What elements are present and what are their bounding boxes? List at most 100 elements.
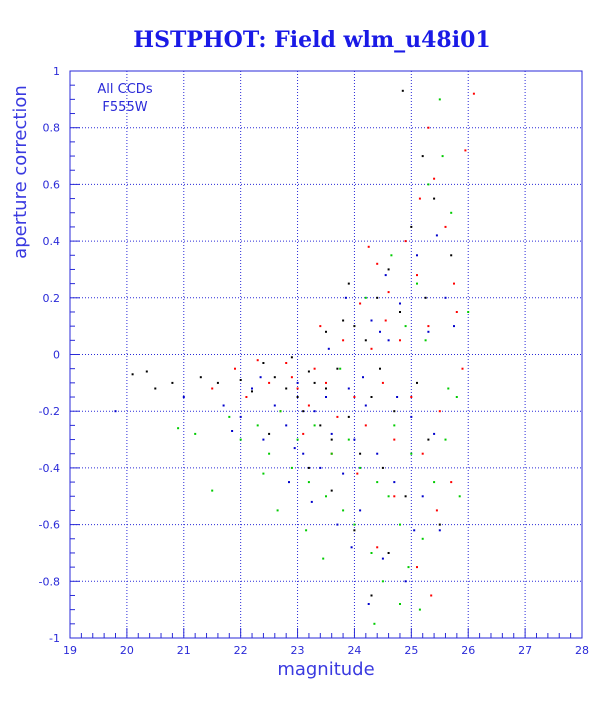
data-point — [288, 481, 290, 484]
data-point — [427, 183, 430, 186]
data-point — [381, 580, 384, 583]
x-tick-label: 22 — [234, 644, 248, 657]
x-tick-label: 25 — [404, 644, 418, 657]
data-point — [256, 359, 259, 362]
data-point — [367, 245, 370, 248]
data-point — [211, 387, 214, 390]
data-point — [387, 339, 390, 342]
data-point — [387, 552, 390, 554]
data-point — [390, 254, 393, 257]
data-point — [251, 390, 253, 393]
chart-title: HSTPHOT: Field wlm_u48i01 — [133, 27, 490, 53]
data-point — [467, 311, 470, 313]
data-point — [450, 481, 453, 484]
data-point — [342, 319, 345, 322]
data-point — [325, 330, 327, 333]
data-point — [234, 367, 236, 370]
data-point — [410, 415, 413, 418]
data-point — [347, 415, 350, 418]
y-tick-label: -0.6 — [39, 519, 60, 532]
data-point — [370, 319, 373, 322]
data-point — [433, 481, 436, 484]
data-point — [211, 489, 214, 492]
data-point — [399, 523, 401, 526]
data-point — [268, 432, 271, 435]
data-point — [296, 396, 299, 398]
data-point — [279, 410, 282, 413]
data-point — [461, 367, 464, 370]
data-point — [387, 495, 390, 498]
data-point — [285, 424, 288, 427]
data-point — [458, 495, 461, 498]
data-point — [239, 415, 242, 418]
data-point — [404, 240, 407, 243]
data-point — [330, 489, 333, 492]
data-point — [194, 432, 197, 435]
data-point — [290, 376, 293, 379]
data-point — [342, 509, 345, 512]
data-point — [421, 155, 424, 158]
data-point — [325, 396, 327, 398]
data-point — [379, 330, 381, 333]
x-tick-label: 20 — [120, 644, 134, 657]
data-point — [305, 529, 308, 532]
data-point — [407, 566, 410, 569]
data-point — [410, 396, 413, 398]
data-point — [290, 466, 293, 469]
data-point — [245, 396, 248, 398]
data-point — [319, 424, 322, 427]
data-point — [444, 225, 447, 228]
data-point — [262, 438, 265, 441]
data-point — [359, 509, 362, 512]
y-tick-label: 0.8 — [43, 122, 61, 135]
data-point — [313, 381, 316, 384]
data-point — [376, 452, 379, 455]
data-point — [393, 481, 396, 484]
data-point — [381, 381, 384, 384]
x-tick-label: 27 — [518, 644, 532, 657]
x-tick-label: 26 — [461, 644, 475, 657]
y-axis-label: aperture correction — [10, 85, 31, 259]
data-point — [387, 291, 390, 294]
data-point — [472, 92, 475, 95]
data-point — [228, 415, 231, 418]
data-point — [353, 438, 356, 441]
x-axis-label: magnitude — [277, 659, 374, 680]
data-point — [464, 149, 467, 152]
data-point — [399, 302, 401, 305]
data-point — [347, 387, 350, 390]
data-point — [307, 370, 310, 373]
data-point — [325, 387, 327, 390]
data-point — [302, 410, 305, 413]
data-point — [399, 339, 401, 342]
data-point — [424, 339, 427, 342]
x-tick-label: 19 — [63, 644, 77, 657]
data-point — [435, 234, 438, 237]
x-tick-labels: 19 20 21 22 23 24 25 26 27 28 — [63, 644, 589, 657]
data-point — [384, 274, 387, 277]
y-tick-label: 0 — [53, 349, 60, 362]
data-point — [416, 254, 418, 257]
data-point — [450, 254, 453, 257]
data-point — [325, 495, 327, 498]
data-point — [239, 379, 242, 381]
data-point — [296, 381, 299, 384]
y-tick-label: 1 — [53, 65, 60, 78]
data-point — [447, 387, 450, 390]
data-point — [393, 424, 396, 427]
data-point — [216, 381, 219, 384]
data-point — [285, 362, 288, 364]
y-tick-labels: -1 -0.8 -0.6 -0.4 -0.2 0 0.2 0.4 0.6 0.8 1 — [39, 65, 60, 645]
data-point — [302, 432, 305, 435]
x-tick-label: 24 — [347, 644, 361, 657]
data-point — [313, 424, 316, 427]
data-point — [404, 325, 407, 328]
data-point — [353, 529, 356, 532]
data-point — [367, 603, 370, 605]
data-point — [444, 296, 447, 299]
data-point — [455, 311, 458, 313]
data-point — [131, 373, 134, 376]
data-point — [427, 330, 430, 333]
data-point — [364, 296, 367, 299]
